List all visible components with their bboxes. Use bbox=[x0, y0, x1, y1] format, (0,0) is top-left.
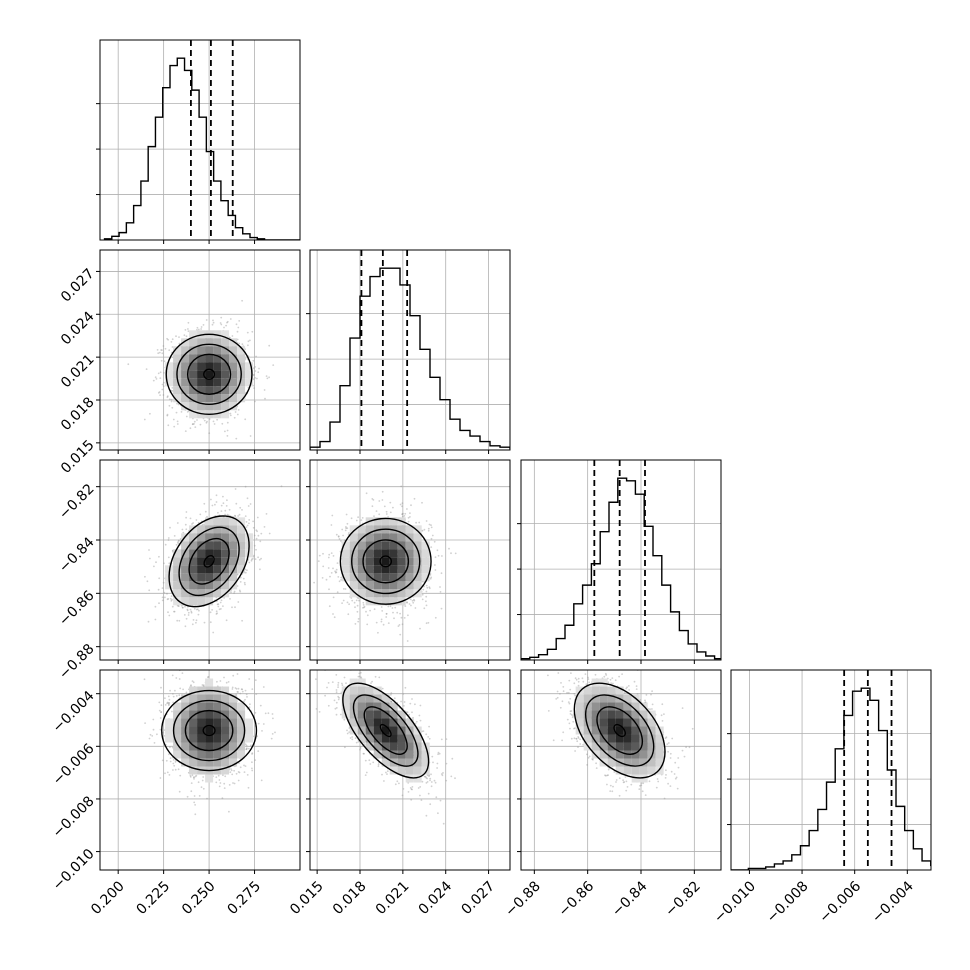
panel-3-2: −0.88 −0.86 −0.84 −0.82 bbox=[502, 669, 722, 920]
contour-line bbox=[186, 353, 232, 395]
panel-frame bbox=[309, 459, 511, 661]
x-tick-label: 0.200 bbox=[88, 878, 128, 918]
y-tick-label: −0.008 bbox=[50, 793, 98, 841]
y-tick-label: 0.024 bbox=[58, 309, 98, 349]
panel-frame bbox=[309, 669, 511, 871]
y-tick-label: −0.84 bbox=[56, 534, 98, 576]
panel-frame bbox=[99, 459, 301, 661]
contour-line bbox=[161, 689, 258, 772]
contour-line bbox=[342, 682, 430, 779]
contour-line bbox=[339, 517, 432, 605]
panel-1-1 bbox=[306, 249, 511, 454]
histogram-1 bbox=[310, 267, 510, 450]
y-tick-label: −0.006 bbox=[50, 741, 98, 789]
panel-2-2 bbox=[517, 459, 722, 664]
contour-line bbox=[363, 706, 408, 755]
panel-2-1 bbox=[306, 459, 511, 664]
x-tick-label: −0.84 bbox=[609, 878, 651, 920]
panel-frame bbox=[520, 459, 722, 661]
panel-3-3: −0.010 −0.008 −0.006 −0.004 bbox=[711, 669, 932, 926]
y-tick-label: −0.004 bbox=[50, 688, 98, 736]
contour-line bbox=[613, 723, 626, 738]
contour-line bbox=[176, 343, 242, 405]
x-tick-label: −0.82 bbox=[662, 878, 704, 920]
x-tick-label: 0.024 bbox=[416, 878, 456, 918]
x-tick-label: 0.015 bbox=[287, 878, 327, 918]
contour-line bbox=[178, 526, 240, 597]
panel-frame bbox=[730, 669, 932, 871]
contour-line bbox=[352, 694, 419, 767]
panel-0-0 bbox=[96, 39, 301, 244]
contour-line bbox=[351, 528, 421, 595]
contours bbox=[342, 682, 430, 779]
panel-2-0: −0.88 −0.86 −0.84 −0.82 bbox=[56, 459, 301, 683]
x-tick-label: −0.010 bbox=[711, 878, 759, 926]
histogram-0 bbox=[103, 57, 300, 240]
histogram-2 bbox=[521, 477, 721, 660]
contour-line bbox=[168, 515, 250, 608]
contour-line bbox=[172, 699, 246, 762]
contours bbox=[165, 333, 253, 415]
panel-frame bbox=[99, 669, 301, 871]
contours bbox=[339, 517, 432, 605]
contour-line bbox=[203, 368, 216, 380]
x-tick-label: 0.018 bbox=[330, 878, 370, 918]
y-tick-label: 0.018 bbox=[58, 394, 98, 434]
y-tick-label: 0.021 bbox=[58, 351, 98, 391]
x-tick-label: −0.006 bbox=[816, 878, 864, 926]
contours bbox=[168, 515, 250, 608]
x-tick-label: −0.86 bbox=[556, 878, 598, 920]
x-tick-label: −0.008 bbox=[764, 878, 812, 926]
density-map bbox=[165, 330, 254, 419]
x-tick-label: −0.88 bbox=[502, 878, 544, 920]
x-tick-label: 0.225 bbox=[134, 878, 174, 918]
contours bbox=[161, 689, 258, 772]
x-tick-label: 0.027 bbox=[459, 878, 499, 918]
panel-frame bbox=[99, 39, 301, 241]
contour-line bbox=[184, 709, 234, 752]
x-tick-label: 0.275 bbox=[224, 878, 264, 918]
y-tick-label: 0.015 bbox=[58, 437, 98, 477]
contour-line bbox=[165, 333, 253, 415]
y-tick-label: −0.010 bbox=[50, 846, 98, 894]
contour-line bbox=[596, 706, 644, 755]
y-tick-label: −0.82 bbox=[56, 481, 98, 523]
panel-frame bbox=[99, 249, 301, 451]
panel-3-0: 0.200 0.225 0.250 0.275 −0.010 −0.008−0.006 −0… bbox=[50, 669, 301, 918]
contour-line bbox=[379, 723, 392, 738]
contour-line bbox=[188, 537, 230, 585]
panel-frame bbox=[520, 669, 722, 871]
contours bbox=[573, 682, 666, 779]
x-tick-label: 0.021 bbox=[373, 878, 413, 918]
panel-3-1: 0.015 0.018 0.021 0.024 0.027 bbox=[287, 669, 511, 918]
x-tick-label: −0.004 bbox=[869, 878, 917, 926]
contour-line bbox=[362, 539, 410, 584]
contour-line bbox=[202, 724, 216, 737]
contour-line bbox=[203, 555, 215, 568]
y-tick-label: −0.86 bbox=[56, 588, 98, 630]
y-tick-label: −0.88 bbox=[56, 641, 98, 683]
y-tick-label: 0.027 bbox=[58, 266, 98, 306]
x-tick-label: 0.250 bbox=[179, 878, 219, 918]
contour-line bbox=[379, 555, 393, 568]
contour-line bbox=[573, 682, 666, 779]
panel-frame bbox=[309, 249, 511, 451]
contour-line bbox=[584, 694, 655, 767]
